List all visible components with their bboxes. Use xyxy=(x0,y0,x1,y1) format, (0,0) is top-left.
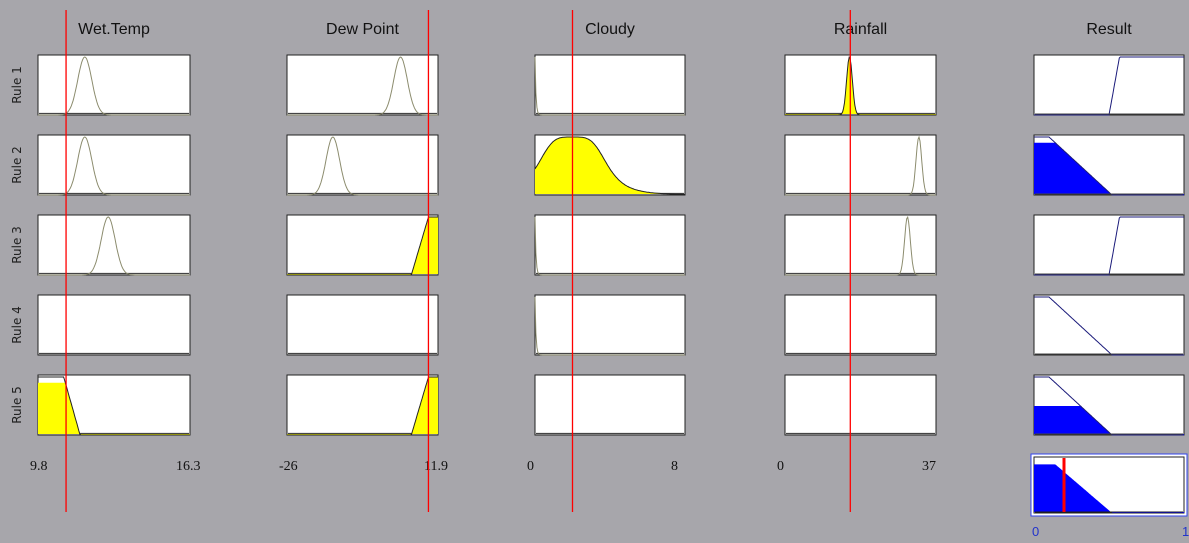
result-rule2-curve xyxy=(1034,136,1184,196)
wet-temp-rule5-curve xyxy=(38,376,190,436)
rule-label-2: Rule 2 xyxy=(10,146,24,184)
cloudy-rule3-curve xyxy=(534,216,685,276)
result-rule3-curve xyxy=(1034,216,1184,276)
cloudy-max-label: 8 xyxy=(671,459,678,474)
result-rule1-curve xyxy=(1034,56,1184,116)
rainfall-rule2-curve xyxy=(785,135,936,196)
dew-point-rule1-panel xyxy=(286,54,439,116)
rainfall-rule3-curve xyxy=(785,215,936,276)
rule-label-4: Rule 4 xyxy=(10,306,24,344)
dew-point-rule3-fill xyxy=(287,217,438,275)
result-rule4-curve xyxy=(1034,296,1184,356)
cloudy-rule2-curve xyxy=(534,136,685,195)
title-cloudy: Cloudy xyxy=(585,21,635,38)
wet-temp-rule2-curve xyxy=(38,136,190,196)
rule-label-1: Rule 1 xyxy=(10,66,24,104)
wet-temp-rule3-panel xyxy=(37,214,191,276)
wet-temp-min-label: 9.8 xyxy=(30,459,48,474)
rainfall-rule5-panel xyxy=(784,374,937,436)
wet-temp-rule1-panel xyxy=(37,54,191,116)
dew-point-rule5-curve xyxy=(287,376,438,436)
wet-temp-rule3-curve xyxy=(38,216,190,276)
cloudy-rule5-panel xyxy=(534,374,686,436)
dew-point-rule2-panel xyxy=(286,134,439,196)
wet-temp-rule4-panel xyxy=(37,294,191,356)
dew-point-rule1-curve xyxy=(287,56,438,116)
rainfall-rule1-curve xyxy=(785,56,936,116)
result-min-label: 0 xyxy=(1032,524,1039,539)
title-result: Result xyxy=(1086,21,1132,38)
title-rainfall: Rainfall xyxy=(834,21,887,38)
result-max-label: 1 xyxy=(1182,524,1189,539)
dew-point-rule2-curve xyxy=(287,136,438,196)
rainfall-rule2-panel xyxy=(784,134,937,196)
result-rule4-panel xyxy=(1033,294,1185,356)
result-rule2-fill xyxy=(1034,142,1184,195)
dew-point-min-label: -26 xyxy=(279,459,298,474)
dew-point-rule3-curve xyxy=(287,216,438,276)
dew-point-max-label: 11.9 xyxy=(424,459,448,474)
title-wet-temp: Wet.Temp xyxy=(78,21,150,38)
wet-temp-max-label: 16.3 xyxy=(176,459,201,474)
cloudy-rule4-curve xyxy=(534,296,685,356)
rule-label-5: Rule 5 xyxy=(10,386,24,424)
rainfall-min-label: 0 xyxy=(777,459,784,474)
result-rule5-curve xyxy=(1034,376,1184,436)
rainfall-rule4-panel xyxy=(784,294,937,356)
cloudy-rule3-panel xyxy=(534,214,686,276)
cloudy-rule1-panel xyxy=(534,54,686,116)
dew-point-rule5-fill xyxy=(287,377,438,435)
wet-temp-rule2-panel xyxy=(37,134,191,196)
wet-temp-rule1-curve xyxy=(38,56,190,116)
cloudy-min-label: 0 xyxy=(527,459,534,474)
title-dew-point: Dew Point xyxy=(326,21,399,38)
rule-label-3: Rule 3 xyxy=(10,226,24,264)
result-rule1-panel xyxy=(1033,54,1185,116)
rainfall-max-label: 37 xyxy=(922,459,936,474)
cloudy-rule1-curve xyxy=(534,56,685,116)
cloudy-rule4-panel xyxy=(534,294,686,356)
rainfall-rule1-panel xyxy=(784,54,937,116)
result-rule3-panel xyxy=(1033,214,1185,276)
result-aggregate-fill xyxy=(1034,464,1184,513)
result-rule5-fill xyxy=(1034,406,1184,435)
dew-point-rule4-panel xyxy=(286,294,439,356)
